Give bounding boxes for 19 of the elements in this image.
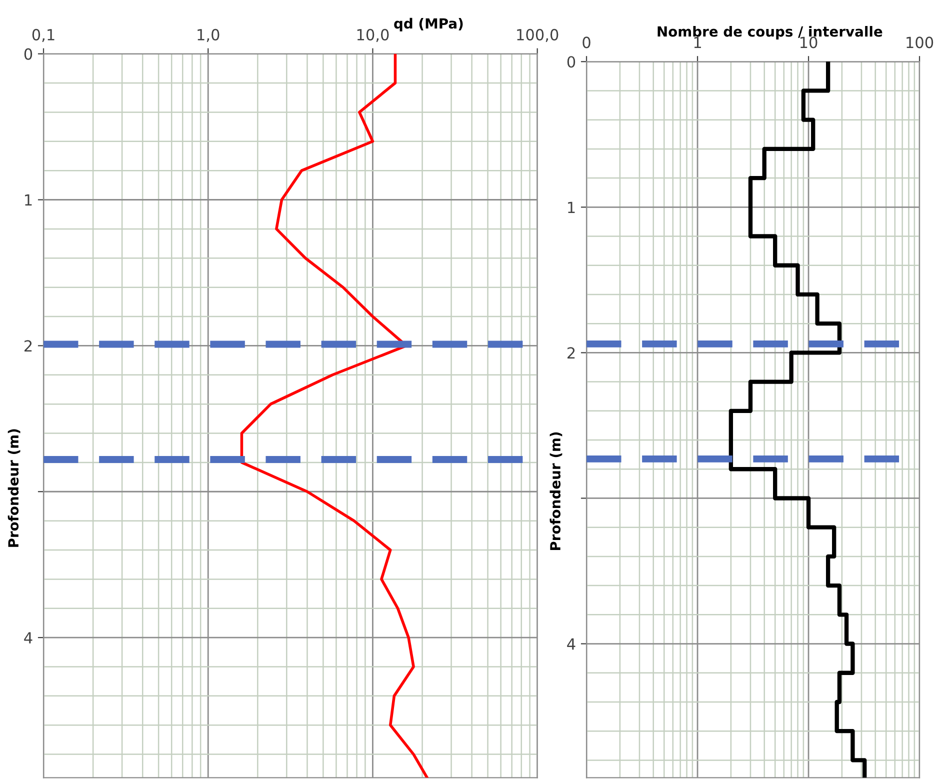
y-tick-label: 0 [24, 48, 32, 60]
x-axis-title: qd (MPa) [394, 18, 463, 32]
y-tick-label: 1 [25, 194, 32, 206]
x-tick-label: 0 [582, 36, 590, 48]
x-tick-label: 1 [694, 36, 701, 48]
x-tick-label: 100 [906, 36, 934, 48]
y-tick-label: 2 [568, 347, 575, 358]
y-tick-label: 2 [24, 340, 32, 352]
y-tick-label: 1 [568, 202, 575, 213]
x-tick-label: 10 [800, 36, 818, 48]
y-tick-label: 4 [567, 638, 576, 650]
x-tick-label: 1,0 [198, 28, 220, 42]
y-axis-title: Profondeur (m) [550, 432, 562, 550]
y-tick-label: 0 [567, 56, 576, 68]
y-tick-label: 4 [24, 632, 32, 644]
x-tick-label: 100,0 [517, 28, 558, 42]
y-axis-title: Profondeur (m) [8, 429, 20, 547]
x-tick-label: 0,1 [32, 28, 54, 42]
x-tick-label: 10,0 [357, 28, 389, 42]
